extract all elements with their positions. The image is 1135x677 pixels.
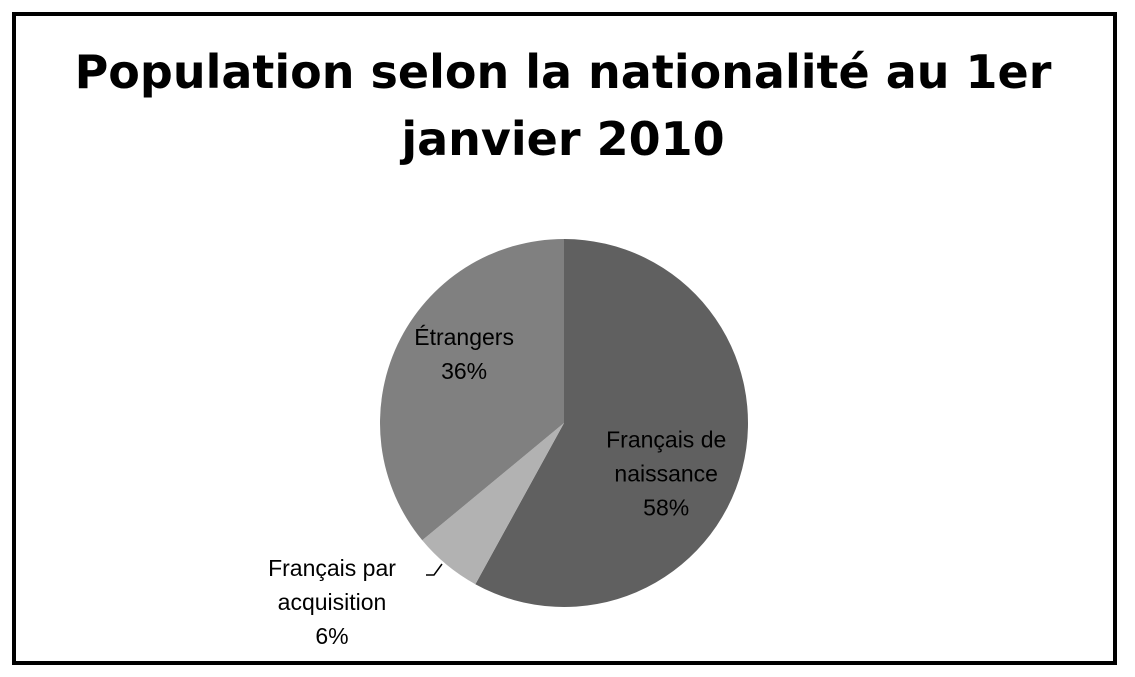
leader-line-francais-par-acquisition — [426, 563, 443, 576]
pie-slice-francais-de-naissance — [475, 239, 749, 607]
chart-title-line-1: Population selon la nationalité au 1er — [75, 45, 1052, 99]
pie-slice-etrangers — [380, 239, 564, 541]
data-label-francais-de-naissance: Français de naissance 58% — [606, 427, 726, 521]
pie-slice-francais-par-acquisition — [422, 423, 564, 585]
data-label-etrangers: Étrangers 36% — [414, 324, 514, 384]
chart-title-line-2: janvier 2010 — [399, 112, 724, 166]
data-label-francais-par-acquisition: Français par acquisition 6% — [268, 555, 396, 649]
